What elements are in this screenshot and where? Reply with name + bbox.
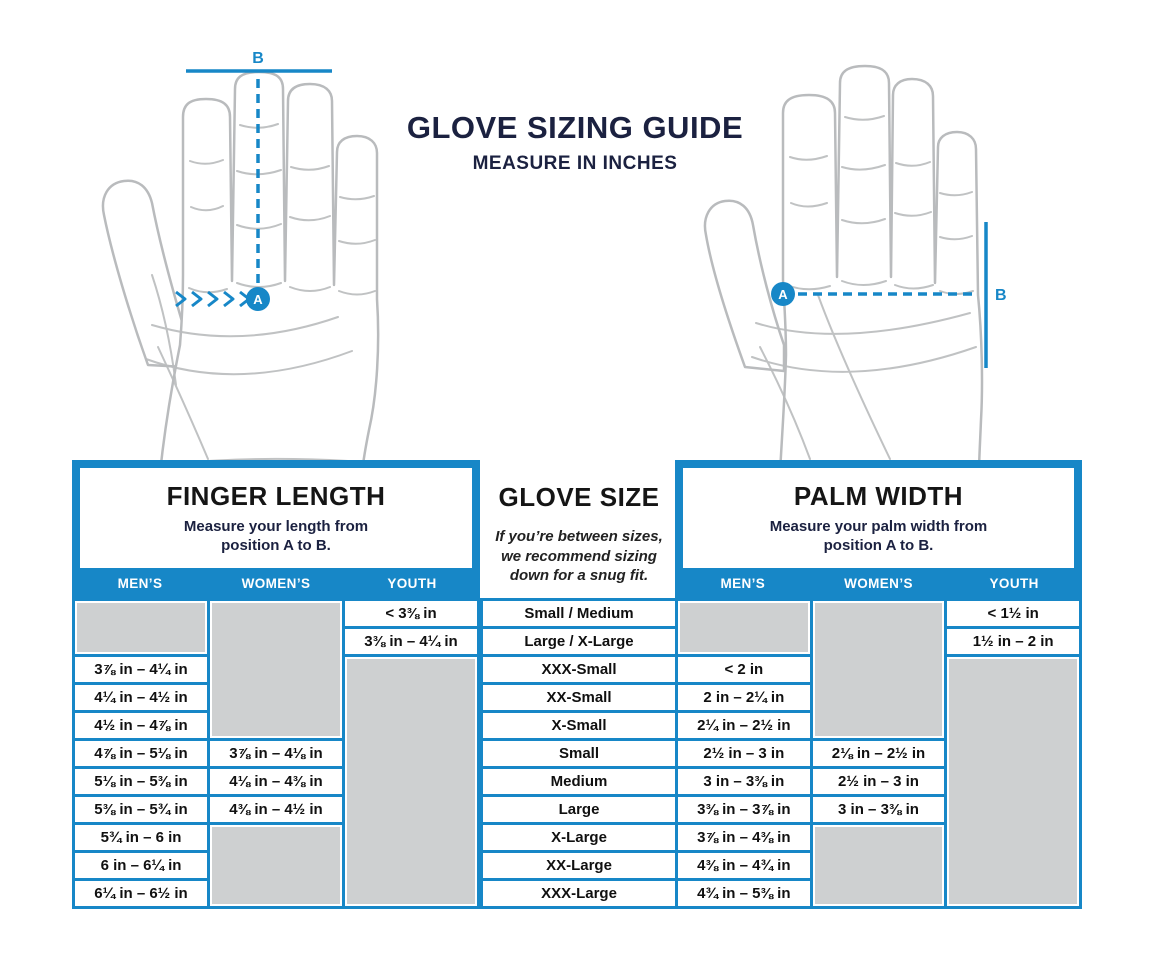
glove-size-value: XXX-Large: [483, 881, 675, 906]
finger-length-table: < 3⅜ in 3⅜ in – 4¼ in 3⅞ in – 4¼ in 4¼ i…: [72, 598, 480, 909]
glove-size-header: GLOVE SIZE If you’re between sizes, we r…: [480, 460, 678, 598]
glove-size-value: X-Large: [483, 825, 675, 850]
finger-length-subtitle: Measure your length from position A to B…: [183, 517, 369, 554]
glove-size-value: X-Small: [483, 713, 675, 738]
column-header-youth: YOUTH: [387, 575, 437, 591]
finger-length-womens-value: 4⅜ in – 4½ in: [210, 797, 342, 822]
glove-size-value: Small: [483, 741, 675, 766]
palm-width-section: PALM WIDTH Measure your palm width from …: [675, 460, 1082, 909]
column-header-youth: YOUTH: [989, 575, 1039, 591]
finger-length-mens-value: 4⅞ in – 5⅛ in: [75, 741, 207, 766]
glove-size-value: Large: [483, 797, 675, 822]
finger-length-column-headers: MEN’S WOMEN’S YOUTH: [72, 568, 480, 598]
palm-width-subtitle: Measure your palm width from position A …: [769, 517, 988, 554]
palm-width-mens-value: 3⅞ in – 4⅜ in: [678, 825, 810, 850]
finger-length-womens-value: 3⅞ in – 4⅛ in: [210, 741, 342, 766]
finger-length-mens-value: 6¼ in – 6½ in: [75, 881, 207, 906]
palm-width-mens-value: 2 in – 2¼ in: [678, 685, 810, 710]
palm-width-table: < 1½ in 1½ in – 2 in < 2 in 2 in – 2¼ in…: [675, 598, 1082, 909]
palm-width-mens-value: 4⅜ in – 4¾ in: [678, 853, 810, 878]
knuckle-creases: [786, 280, 974, 295]
empty-cell: [210, 825, 342, 906]
finger-length-mens-value: 4¼ in – 4½ in: [75, 685, 207, 710]
glove-size-value: Medium: [483, 769, 675, 794]
palm-width-column-headers: MEN’S WOMEN’S YOUTH: [675, 568, 1082, 598]
palm-width-mens-value: < 2 in: [678, 657, 810, 682]
left-hand-illustration: [101, 70, 380, 475]
finger-length-title: FINGER LENGTH: [166, 480, 386, 511]
glove-size-value: XX-Small: [483, 685, 675, 710]
finger-length-mens-value: 6 in – 6¼ in: [75, 853, 207, 878]
empty-cell: [678, 601, 810, 654]
empty-cell: [812, 825, 945, 906]
finger-length-mens-value: 5⅜ in – 5¾ in: [75, 797, 207, 822]
palm-width-youth-value: 1½ in – 2 in: [947, 629, 1079, 654]
column-header-mens: MEN’S: [720, 575, 766, 591]
finger-length-womens-value: 4⅛ in – 4⅜ in: [210, 769, 342, 794]
empty-cell: [210, 601, 342, 738]
finger-length-mens-value: 4½ in – 4⅞ in: [75, 713, 207, 738]
finger-length-mens-value: 5¾ in – 6 in: [75, 825, 207, 850]
thumb-sketch: [703, 199, 786, 373]
palm-width-womens-value: 2½ in – 3 in: [812, 769, 945, 794]
finger-length-youth-value: < 3⅜ in: [345, 601, 477, 626]
empty-cell: [812, 601, 945, 738]
glove-size-table: Small / Medium Large / X-Large XXX-Small…: [480, 598, 678, 909]
palm-width-mens-value: 3⅜ in – 3⅞ in: [678, 797, 810, 822]
palm-creases: [751, 294, 977, 468]
finger-length-mens-value: 3⅞ in – 4¼ in: [75, 657, 207, 682]
glove-size-note: If you’re between sizes, we recommend si…: [495, 528, 663, 584]
finger-length-mens-value: 5⅛ in – 5⅜ in: [75, 769, 207, 794]
right-hand-illustration: [703, 64, 984, 475]
empty-cell: [947, 657, 1079, 906]
palm-width-mens-value: 2¼ in – 2½ in: [678, 713, 810, 738]
palm-width-mens-value: 2½ in – 3 in: [678, 741, 810, 766]
palm-width-mens-value: 3 in – 3⅜ in: [678, 769, 810, 794]
palm-width-womens-value: 3 in – 3⅜ in: [812, 797, 945, 822]
palm-width-title: PALM WIDTH: [793, 480, 964, 511]
empty-cell: [345, 657, 477, 906]
palm-width-mens-value: 4¾ in – 5⅜ in: [678, 881, 810, 906]
glove-size-value: XX-Large: [483, 853, 675, 878]
empty-cell: [75, 601, 207, 654]
palm-width-youth-value: < 1½ in: [947, 601, 1079, 626]
palm-creases: [145, 274, 353, 464]
palm-width-header: PALM WIDTH Measure your palm width from …: [675, 460, 1082, 598]
glove-size-section: GLOVE SIZE If you’re between sizes, we r…: [480, 460, 678, 909]
glove-size-value: Large / X-Large: [483, 629, 675, 654]
glove-size-value: XXX-Small: [483, 657, 675, 682]
page-title-block: GLOVE SIZING GUIDE MEASURE IN INCHES: [330, 110, 820, 175]
glove-size-title: GLOVE SIZE: [498, 482, 660, 512]
palm-width-womens-value: 2⅛ in – 2½ in: [812, 741, 945, 766]
page-subtitle: MEASURE IN INCHES: [472, 153, 678, 174]
finger-length-youth-value: 3⅜ in – 4¼ in: [345, 629, 477, 654]
finger-creases: [789, 115, 973, 241]
column-header-mens: MEN’S: [117, 575, 163, 591]
column-header-womens: WOMEN’S: [844, 575, 913, 591]
thumb-sketch: [101, 179, 188, 369]
column-header-womens: WOMEN’S: [241, 575, 311, 591]
page-title: GLOVE SIZING GUIDE: [406, 110, 744, 145]
finger-length-header: FINGER LENGTH Measure your length from p…: [72, 460, 480, 598]
finger-length-section: FINGER LENGTH Measure your length from p…: [72, 460, 480, 909]
glove-size-value: Small / Medium: [483, 601, 675, 626]
